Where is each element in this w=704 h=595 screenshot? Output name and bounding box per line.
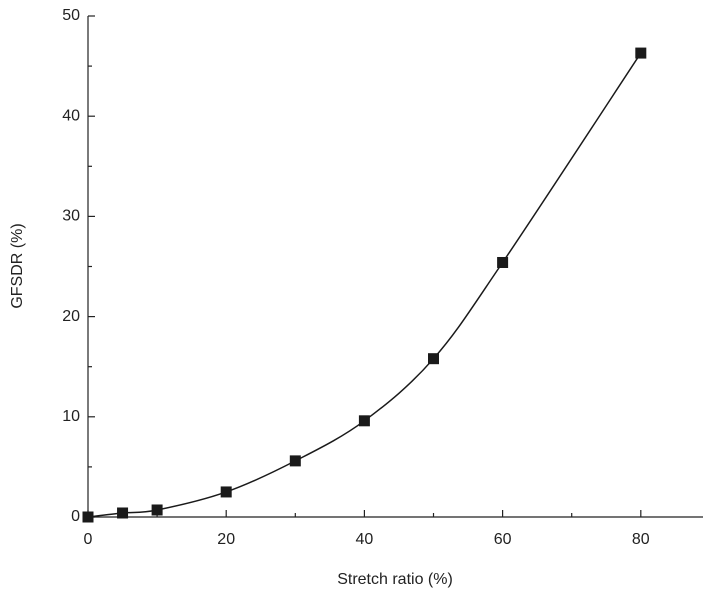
y-tick-label: 20 [62, 308, 80, 325]
x-tick-label: 60 [494, 531, 512, 548]
marker [497, 256, 509, 268]
x-tick-label: 20 [217, 531, 235, 548]
marker [289, 455, 301, 467]
y-tick-label: 0 [71, 508, 80, 525]
marker [358, 415, 370, 427]
x-axis-label: Stretch ratio (%) [337, 571, 453, 588]
y-tick-label: 40 [62, 107, 80, 124]
marker [117, 507, 129, 519]
x-tick-label: 0 [84, 531, 93, 548]
marker [151, 504, 163, 516]
y-tick-label: 50 [62, 7, 80, 24]
x-tick-label: 40 [356, 531, 374, 548]
x-tick-label: 80 [632, 531, 650, 548]
marker [635, 47, 647, 59]
fit-line [87, 52, 642, 518]
y-tick-label: 10 [62, 408, 80, 425]
y-tick-label: 30 [62, 208, 80, 225]
marker [82, 511, 94, 523]
y-axis-label: GFSDR (%) [9, 223, 26, 308]
marker [428, 353, 440, 365]
marker [220, 486, 232, 498]
